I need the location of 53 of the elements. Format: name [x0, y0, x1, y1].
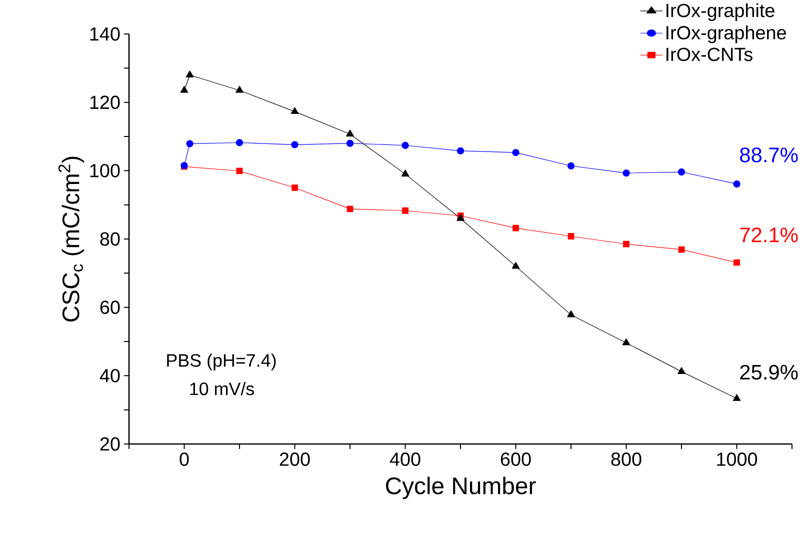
point — [512, 148, 520, 156]
x-tick-label: 800 — [611, 452, 642, 466]
y-tick-label: 120 — [90, 96, 120, 110]
legend-label: IrOx-graphite — [666, 3, 774, 21]
point — [186, 140, 194, 148]
point — [678, 367, 686, 374]
point — [402, 142, 409, 149]
point — [401, 170, 410, 176]
y-tick-label: 80 — [100, 232, 120, 246]
legend-label: IrOx-graphene — [666, 26, 786, 44]
point — [346, 130, 354, 136]
point — [734, 259, 740, 266]
point — [290, 107, 299, 114]
x-tick-label: 0 — [180, 452, 189, 466]
point — [567, 162, 575, 170]
x-tick-label: 1000 — [717, 452, 758, 466]
legend-label: IrOx-CNTs — [666, 48, 752, 62]
annotation: 10 mV/s — [190, 382, 254, 396]
y-axis-title: CSC$_{c}$ (mC/cm$^{2}$) — [58, 156, 84, 322]
y-tick-label: 60 — [100, 300, 120, 314]
y-tick-label: 40 — [100, 368, 120, 382]
point — [346, 206, 354, 212]
point — [678, 168, 686, 176]
y-tick-label: 100 — [90, 164, 120, 178]
x-tick-label: 600 — [500, 452, 531, 466]
point — [623, 240, 630, 248]
point — [236, 139, 244, 146]
point — [180, 86, 188, 93]
annotation: PBS (pH=7.4) — [167, 354, 276, 370]
point — [622, 169, 630, 177]
y-tick-label: 20 — [100, 437, 120, 451]
x-tick-label: 400 — [390, 452, 420, 466]
x-axis-title: Cycle Number — [386, 476, 536, 500]
point — [512, 224, 519, 232]
annotation: 25.9% — [740, 364, 798, 380]
point — [568, 233, 574, 240]
point — [236, 86, 244, 93]
point — [733, 180, 740, 188]
point — [346, 140, 354, 147]
point — [291, 141, 298, 148]
annotation: 72.1% — [740, 228, 798, 242]
point — [732, 394, 741, 401]
point — [292, 184, 298, 191]
point — [402, 207, 408, 214]
annotation: 88.7% — [740, 148, 798, 162]
y-tick-label: 140 — [90, 27, 120, 41]
point — [512, 262, 520, 269]
x-tick-label: 200 — [280, 452, 310, 466]
point — [186, 70, 194, 78]
point — [678, 246, 685, 253]
point — [456, 147, 464, 154]
point — [567, 310, 575, 318]
point — [622, 338, 630, 346]
